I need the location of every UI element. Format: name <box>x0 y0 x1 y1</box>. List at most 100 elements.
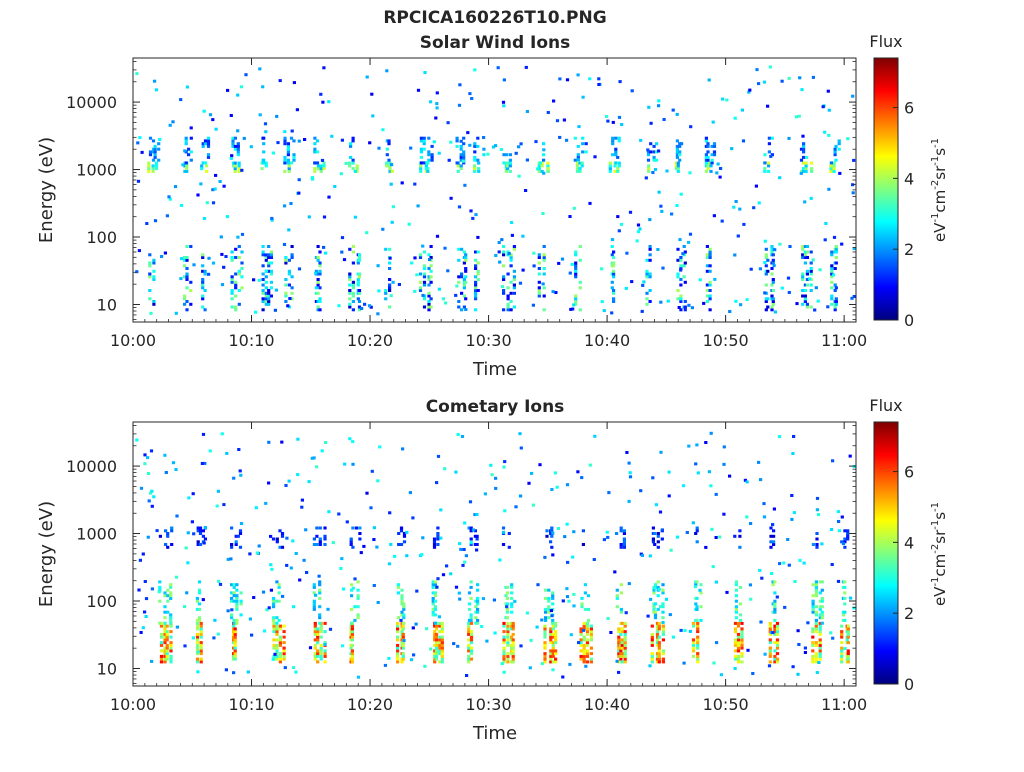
heatmap-cell <box>467 607 472 611</box>
heatmap-cell <box>764 256 768 259</box>
heatmap-cell <box>542 142 546 146</box>
heatmap-cell <box>561 675 565 679</box>
heatmap-cell <box>624 286 628 290</box>
heatmap-cell <box>661 652 665 656</box>
heatmap-cell <box>388 278 392 281</box>
heatmap-cell <box>611 139 615 143</box>
heatmap-cell <box>820 613 824 617</box>
heatmap-cell <box>348 278 352 281</box>
heatmap-cell <box>710 153 714 157</box>
heatmap-cell <box>617 164 621 168</box>
heatmap-cell <box>402 605 406 609</box>
heatmap-cell <box>183 169 187 173</box>
heatmap-cell <box>148 275 152 279</box>
heatmap-cell <box>540 169 544 173</box>
heatmap-cell <box>814 618 818 622</box>
heatmap-cell <box>232 624 236 628</box>
heatmap-cell <box>511 627 515 631</box>
heatmap-cell <box>264 161 268 165</box>
heatmap-cell <box>814 605 818 609</box>
heatmap-cell <box>278 660 282 664</box>
heatmap-cell <box>678 158 682 162</box>
heatmap-cell <box>833 283 837 287</box>
heatmap-cell <box>199 646 203 650</box>
heatmap-cell <box>584 150 588 154</box>
heatmap-cell <box>316 291 320 295</box>
heatmap-cell <box>396 657 400 661</box>
heatmap-cell <box>705 245 709 248</box>
heatmap-cell <box>203 308 207 312</box>
heatmap-cell <box>278 545 282 549</box>
heatmap-cell <box>302 558 306 562</box>
heatmap-cell <box>150 489 154 493</box>
heatmap-cell <box>270 567 274 571</box>
heatmap-cell <box>466 131 470 135</box>
heatmap-cell <box>269 294 273 298</box>
heatmap-cell <box>441 573 446 577</box>
heatmap-cell <box>160 255 164 258</box>
heatmap-cell <box>433 580 437 584</box>
heatmap-cell <box>775 641 780 645</box>
heatmap-cell <box>579 627 583 631</box>
heatmap-cell <box>240 168 244 172</box>
heatmap-cell <box>811 543 815 546</box>
heatmap-cell <box>657 654 661 658</box>
heatmap-cell <box>169 616 173 620</box>
heatmap-cell <box>399 543 404 546</box>
heatmap-cell <box>474 267 478 270</box>
heatmap-cell <box>287 169 291 173</box>
heatmap-cell <box>324 441 328 444</box>
heatmap-cell <box>549 627 553 631</box>
heatmap-cell <box>505 605 509 609</box>
heatmap-cell <box>439 536 443 540</box>
heatmap-cell <box>544 588 548 592</box>
heatmap-cell <box>201 283 205 287</box>
heatmap-cell <box>315 161 320 165</box>
heatmap-cell <box>159 649 164 653</box>
heatmap-cell <box>195 627 200 631</box>
heatmap-cell <box>574 302 578 306</box>
heatmap-cell <box>205 169 209 173</box>
heatmap-cell <box>218 582 223 586</box>
heatmap-cell <box>459 164 463 168</box>
heatmap-cell <box>650 641 654 645</box>
heatmap-cell <box>549 652 553 656</box>
heatmap-cell <box>690 306 694 310</box>
heatmap-cell <box>616 215 620 219</box>
heatmap-cell <box>275 114 279 118</box>
heatmap-cell <box>473 150 477 154</box>
heatmap-cell <box>798 76 802 80</box>
heatmap-cell <box>775 627 780 631</box>
heatmap-cell <box>657 104 661 108</box>
heatmap-cell <box>554 652 558 656</box>
heatmap-cell <box>720 219 724 223</box>
heatmap-cell <box>422 305 427 309</box>
heatmap-cell <box>572 303 576 307</box>
heatmap-cell <box>775 624 780 628</box>
heatmap-cell <box>248 552 252 556</box>
heatmap-cell <box>576 73 580 77</box>
heatmap-cell <box>547 599 551 603</box>
heatmap-cell <box>514 505 518 509</box>
heatmap-cell <box>431 613 435 617</box>
heatmap-cell <box>152 275 156 279</box>
heatmap-cell <box>719 673 723 677</box>
heatmap-cell <box>542 245 546 248</box>
heatmap-cell <box>195 635 200 639</box>
heatmap-cell <box>736 641 741 645</box>
heatmap-cell <box>150 587 154 591</box>
heatmap-cell <box>852 606 856 610</box>
heatmap-cell <box>763 161 767 165</box>
heatmap-cell <box>653 602 658 606</box>
heatmap-cell <box>148 150 153 154</box>
heatmap-cell <box>657 641 661 645</box>
heatmap-cell <box>397 543 401 546</box>
heatmap-cell <box>843 537 847 541</box>
heatmap-cell <box>239 473 243 477</box>
heatmap-cell <box>815 545 819 549</box>
heatmap-cell <box>589 646 593 650</box>
heatmap-cell <box>275 580 279 584</box>
heatmap-cell <box>185 267 189 270</box>
heatmap-cell <box>708 289 712 292</box>
heatmap-cell <box>536 167 540 171</box>
